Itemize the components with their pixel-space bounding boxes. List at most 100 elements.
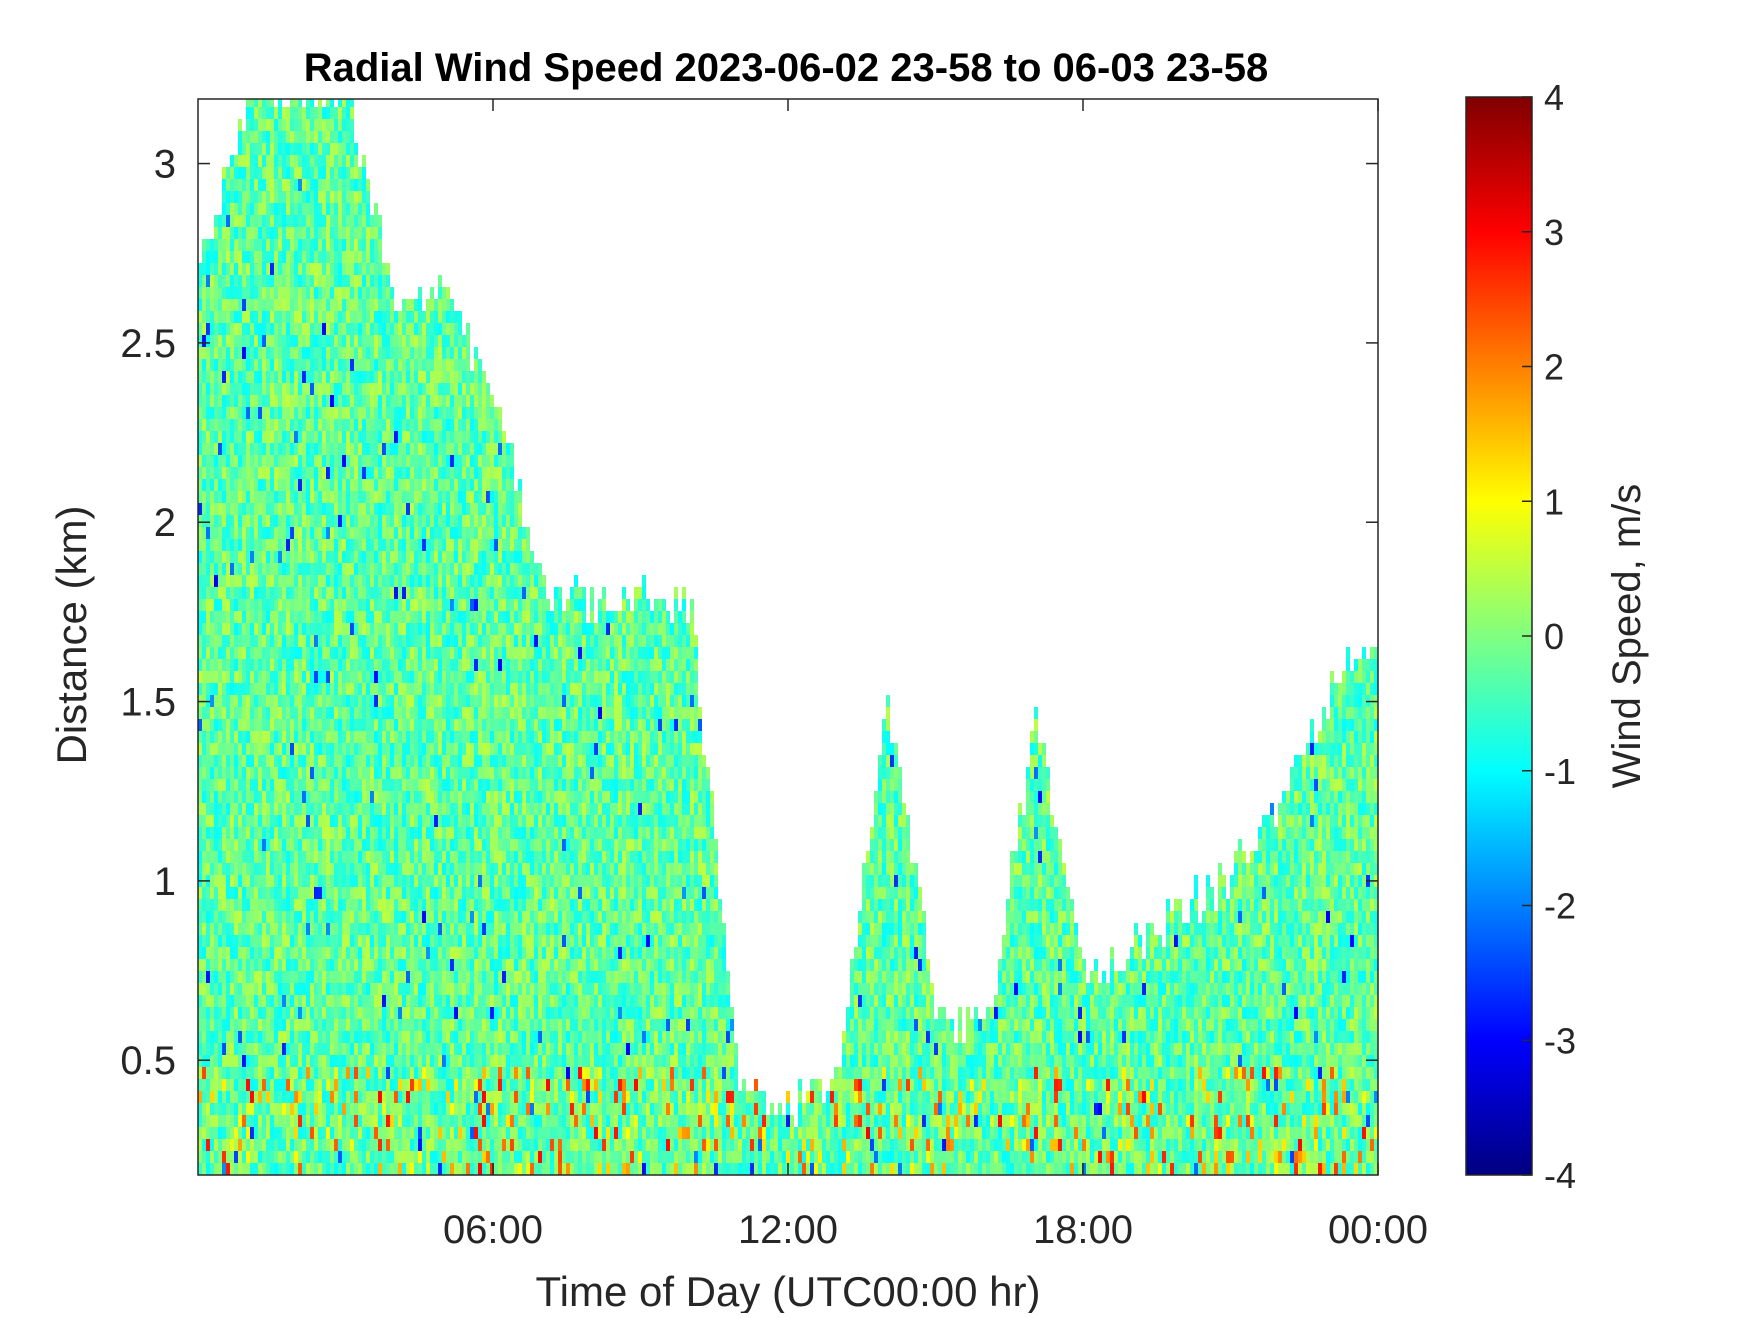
heatmap-cell: [222, 743, 226, 755]
heatmap-cell: [422, 887, 426, 899]
heatmap-cell: [242, 263, 246, 275]
heatmap-cell: [262, 347, 266, 359]
heatmap-cell: [230, 755, 234, 767]
heatmap-cell: [382, 935, 386, 947]
heatmap-cell: [410, 515, 414, 527]
heatmap-cell: [214, 611, 218, 623]
heatmap-cell: [310, 443, 314, 455]
heatmap-cell: [246, 407, 250, 419]
heatmap-cell: [294, 791, 298, 803]
heatmap-cell: [222, 827, 226, 839]
heatmap-cell: [422, 683, 426, 695]
heatmap-cell: [350, 467, 354, 479]
heatmap-cell: [330, 899, 334, 911]
heatmap-cell: [422, 959, 426, 971]
heatmap-cell: [246, 107, 250, 119]
heatmap-cell: [278, 767, 282, 779]
heatmap-cell: [270, 575, 274, 587]
heatmap-cell: [342, 623, 346, 635]
heatmap-cell: [358, 647, 362, 659]
heatmap-cell: [222, 551, 226, 563]
heatmap-cell: [258, 911, 262, 923]
heatmap-cell: [262, 863, 266, 875]
heatmap-cell: [358, 983, 362, 995]
heatmap-cell: [318, 803, 322, 815]
heatmap-cell: [246, 479, 250, 491]
heatmap-cell: [230, 851, 234, 863]
heatmap-cell: [270, 431, 274, 443]
heatmap-cell: [326, 419, 330, 431]
heatmap-cell: [314, 899, 318, 911]
heatmap-cell: [398, 731, 402, 743]
heatmap-cell: [414, 395, 418, 407]
heatmap-cell: [218, 503, 222, 515]
heatmap-cell: [386, 1067, 390, 1079]
heatmap-cell: [310, 947, 314, 959]
heatmap-cell: [338, 1139, 342, 1151]
heatmap-cell: [426, 1079, 430, 1091]
heatmap-cell: [414, 1067, 418, 1079]
heatmap-cell: [434, 959, 438, 971]
heatmap-cell: [258, 539, 262, 551]
heatmap-cell: [370, 1067, 374, 1079]
heatmap-cell: [222, 503, 226, 515]
heatmap-cell: [210, 551, 214, 563]
heatmap-cell: [254, 1139, 258, 1151]
heatmap-cell: [234, 695, 238, 707]
heatmap-cell: [286, 347, 290, 359]
heatmap-cell: [234, 167, 238, 179]
heatmap-cell: [202, 719, 206, 731]
heatmap-cell: [358, 347, 362, 359]
heatmap-cell: [398, 971, 402, 983]
heatmap-cell: [426, 335, 430, 347]
heatmap-cell: [254, 1055, 258, 1067]
heatmap-cell: [198, 1031, 202, 1043]
heatmap-cell: [302, 887, 306, 899]
heatmap-cell: [290, 971, 294, 983]
heatmap-cell: [302, 395, 306, 407]
heatmap-cell: [422, 755, 426, 767]
heatmap-cell: [286, 251, 290, 263]
heatmap-cell: [218, 1091, 222, 1103]
heatmap-cell: [198, 395, 202, 407]
heatmap-cell: [334, 419, 338, 431]
heatmap-cell: [406, 635, 410, 647]
heatmap-cell: [250, 359, 254, 371]
heatmap-cell: [378, 731, 382, 743]
heatmap-cell: [310, 119, 314, 131]
heatmap-cell: [322, 1103, 326, 1115]
heatmap-cell: [350, 1067, 354, 1079]
heatmap-cell: [342, 203, 346, 215]
heatmap-cell: [382, 359, 386, 371]
heatmap-cell: [238, 347, 242, 359]
heatmap-cell: [226, 755, 230, 767]
heatmap-cell: [314, 911, 318, 923]
heatmap-cell: [386, 635, 390, 647]
heatmap-cell: [210, 827, 214, 839]
heatmap-cell: [254, 659, 258, 671]
heatmap-cell: [358, 1007, 362, 1019]
heatmap-cell: [366, 491, 370, 503]
heatmap-cell: [270, 851, 274, 863]
heatmap-cell: [250, 1079, 254, 1091]
heatmap-cell: [234, 1031, 238, 1043]
heatmap-cell: [274, 1103, 278, 1115]
heatmap-cell: [262, 731, 266, 743]
heatmap-cell: [218, 1127, 222, 1139]
heatmap-cell: [318, 227, 322, 239]
heatmap-cell: [414, 887, 418, 899]
heatmap-cell: [362, 203, 366, 215]
heatmap-cell: [342, 491, 346, 503]
heatmap-cell: [266, 287, 270, 299]
heatmap-cell: [290, 503, 294, 515]
heatmap-cell: [322, 299, 326, 311]
heatmap-cell: [374, 1115, 378, 1127]
heatmap-cell: [226, 587, 230, 599]
heatmap-cell: [210, 323, 214, 335]
heatmap-cell: [398, 743, 402, 755]
heatmap-cell: [266, 347, 270, 359]
heatmap-cell: [262, 887, 266, 899]
heatmap-cell: [402, 1031, 406, 1043]
heatmap-cell: [270, 167, 274, 179]
heatmap-cell: [238, 647, 242, 659]
